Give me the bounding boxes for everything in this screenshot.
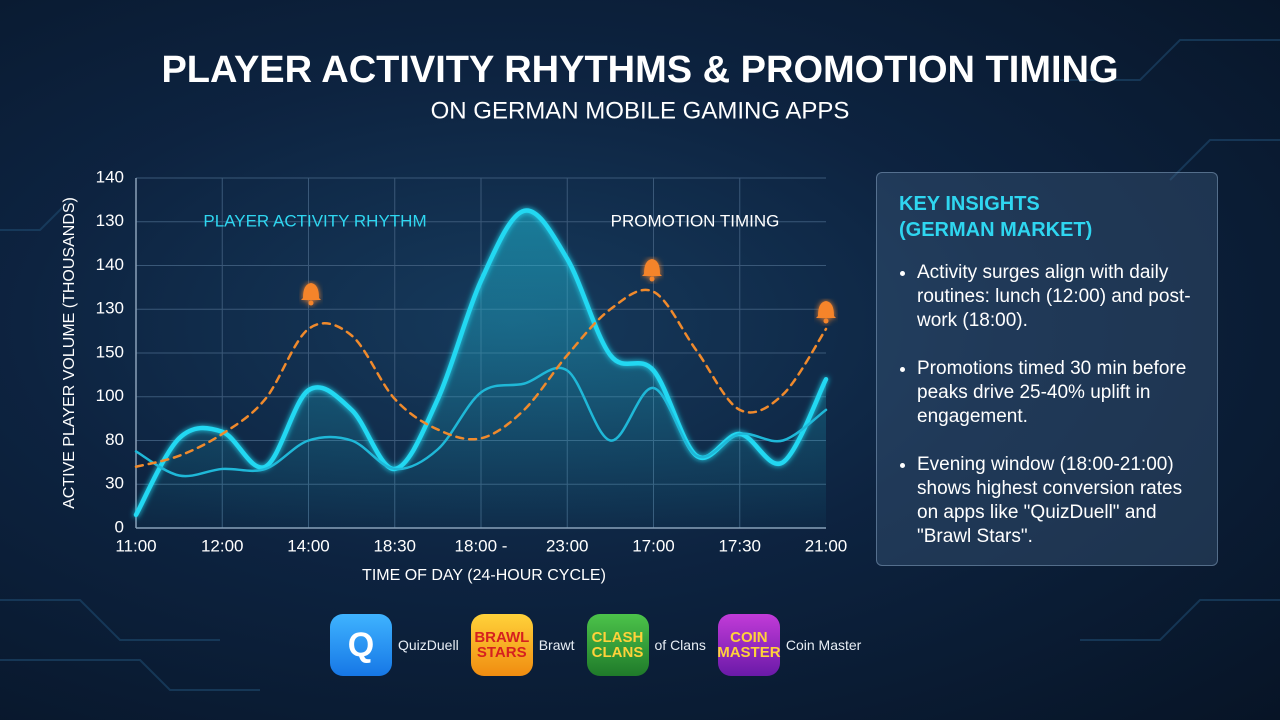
x-tick-label: 14:00: [287, 536, 330, 555]
bell-icon: [642, 259, 662, 282]
x-tick-label: 18:30: [373, 536, 416, 555]
y-tick-label: 80: [105, 430, 124, 449]
y-tick-label: 130: [96, 299, 124, 318]
chart-subtitle: ON GERMAN MOBILE GAMING APPS: [431, 97, 850, 124]
bell-clapper: [308, 300, 314, 306]
line: [134, 288, 828, 468]
app-label: Brawt: [538, 637, 575, 653]
y-tick-label: 140: [96, 255, 124, 274]
y-tick-label: 130: [96, 211, 124, 230]
insight-bullet: Promotions timed 30 min before peaks dri…: [917, 357, 1195, 429]
x-axis-title: TIME OF DAY (24-HOUR CYCLE): [362, 567, 606, 584]
insights-title-line: (GERMAN MARKET): [899, 219, 1093, 241]
insights-list: Activity surges align with daily routine…: [899, 261, 1195, 549]
x-tick-label: 18:00 -: [455, 536, 508, 555]
app-row: Q QuizDuell BRAWL STARS Brawt CLASH CLANS o…: [330, 614, 873, 676]
y-tick-label: 30: [105, 474, 124, 493]
y-tick-label: 0: [115, 517, 124, 536]
app-label: Coin Master: [785, 637, 862, 653]
app-label: QuizDuell: [398, 637, 459, 653]
y-tick-label: 140: [96, 167, 124, 186]
app-icon: COIN MASTER: [717, 614, 781, 676]
bell-icon: [301, 283, 321, 306]
bell-clapper: [823, 318, 829, 324]
bell-shape: [816, 301, 836, 318]
x-tick-label: 11:00: [115, 536, 156, 555]
bell-shape: [301, 283, 321, 300]
insight-bullet: Activity surges align with daily routine…: [917, 261, 1195, 333]
legend-label: PROMOTION TIMING: [611, 211, 780, 230]
app: COIN MASTER Coin Master: [717, 614, 863, 676]
app: BRAWL STARS Brawt: [470, 614, 577, 676]
area: [136, 210, 826, 529]
app-icon: Q: [330, 614, 392, 676]
x-tick-label: 23:00: [546, 536, 589, 555]
legend-label: PLAYER ACTIVITY RHYTHM: [203, 211, 426, 230]
bell-shape: [642, 259, 662, 276]
app-icon: BRAWL STARS: [470, 614, 533, 676]
app: Q QuizDuell: [330, 614, 461, 676]
line: [134, 366, 828, 478]
bell-icon: [816, 301, 836, 324]
chart-title: PLAYER ACTIVITY RHYTHMS & PROMOTION TIMI…: [161, 49, 1118, 91]
circuit-decoration: [0, 39, 1280, 691]
y-axis-title: ACTIVE PLAYER VOLUME (THOUSANDS): [61, 197, 78, 509]
y-tick-label: 150: [96, 342, 124, 361]
app: CLASH CLANS of Clans: [586, 614, 708, 676]
x-tick-label: 21:00: [805, 536, 848, 555]
x-tick-label: 17:30: [718, 536, 761, 555]
app-icon: CLASH CLANS: [586, 614, 649, 676]
plot-area: 0 30 80 100 150 130 140 130 140 11:00 12:00 14:00 18…: [96, 167, 848, 555]
insight-bullet: Evening window (18:00-21:00) shows highe…: [917, 453, 1195, 549]
bell-clapper: [649, 276, 655, 282]
x-tick-label: 12:00: [201, 536, 244, 555]
x-tick-label: 17:00: [632, 536, 675, 555]
insights-title: KEY INSIGHTS (GERMAN MARKET): [899, 191, 1195, 243]
insights-panel: KEY INSIGHTS (GERMAN MARKET) Activity sur…: [876, 172, 1218, 566]
insights-title-line: KEY INSIGHTS: [899, 193, 1040, 215]
app-label: of Clans: [654, 637, 706, 653]
y-tick-label: 100: [96, 386, 124, 405]
